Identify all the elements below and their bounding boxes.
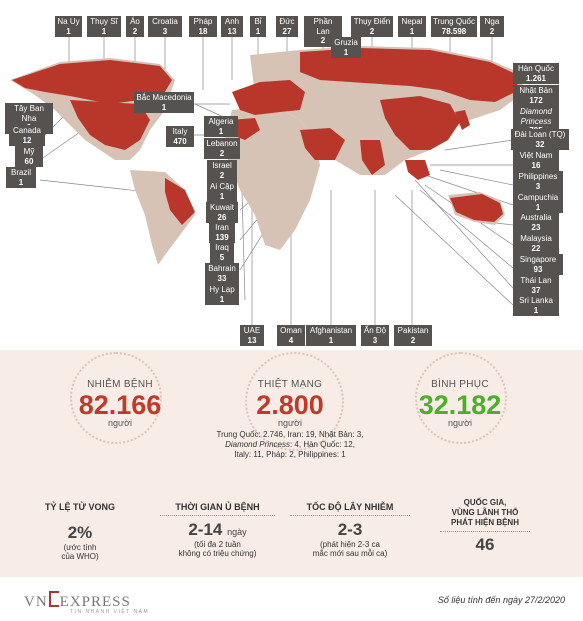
- world-map: [10, 35, 525, 325]
- stat-recovered-unit: người: [448, 418, 472, 428]
- label-nepal: Nepal 1: [398, 16, 426, 37]
- label-iran: Iran 139: [209, 222, 235, 243]
- affected-areas: [12, 48, 520, 225]
- death-rate-title: TỶ LỆ TỬ VONG: [45, 502, 115, 512]
- label-han-quoc: Hàn Quốc 1.261: [513, 63, 559, 84]
- deaths-detail-3: Italy: 11, Pháp: 2, Philippines: 1: [234, 450, 346, 459]
- stat-recovered-value: 32.182: [418, 390, 502, 420]
- countries-title: QUỐC GIA, VÙNG LÃNH THỔ PHÁT HIỆN BỆNH: [450, 498, 519, 527]
- stat-infected-unit: người: [108, 418, 132, 428]
- label-nhat-ban: Nhật Bản 172: [513, 85, 559, 106]
- incubation-value: 2-14 ngày: [188, 520, 247, 539]
- death-rate-value: 2%: [67, 523, 93, 542]
- incubation-title: THỜI GIAN Ủ BỆNH: [160, 502, 275, 516]
- label-ao: Áo 2: [126, 16, 144, 37]
- spread-title: TỐC ĐỘ LÂY NHIỄM: [290, 502, 410, 516]
- stats-section: NHIỄM BỆNH 82.166 người THIỆT MẠNG 2.800…: [0, 350, 583, 577]
- label-kuwait: Kuwait 26: [206, 202, 238, 223]
- label-an-do: Ấn Độ 3: [361, 325, 389, 346]
- label-phap: Pháp 18: [189, 16, 217, 37]
- spread-sub: (phát hiện 2-3 ca mắc mới sau mỗi ca): [312, 540, 388, 558]
- label-sri-lanka: Sri Lanka 1: [513, 295, 559, 316]
- vnexpress-logo: VN EXPRESS TIN NHANH VIỆT NAM: [24, 591, 149, 615]
- label-thuy-dien: Thụy Điển 2: [351, 16, 393, 37]
- label-bac-macedonia: Bắc Macedonia 1: [134, 92, 194, 113]
- label-croatia: Croatia 3: [148, 16, 182, 37]
- label-nga: Nga 2: [480, 16, 504, 37]
- stat-recovered: BÌNH PHỤC 32.182 người: [385, 379, 535, 428]
- label-iraq: Iraq 5: [210, 242, 234, 263]
- label-israel: Israel 2: [207, 160, 237, 181]
- label-gruzia: Gruzia 1: [331, 37, 361, 58]
- death-rate-sub: (ước tính của WHO): [61, 543, 99, 561]
- virus-decoration: [415, 352, 507, 444]
- stat-recovered-title: BÌNH PHỤC: [431, 379, 489, 390]
- label-trung-quoc: Trung Quốc 78.598: [431, 16, 477, 37]
- footer: VN EXPRESS TIN NHANH VIỆT NAM Số liệu tín…: [0, 577, 583, 621]
- label-singapore: Singapore 93: [513, 254, 563, 275]
- spread-value: 2-3: [337, 520, 363, 539]
- label-my: Mỹ 60: [15, 146, 43, 167]
- label-oman: Oman 4: [277, 325, 305, 346]
- virus-decoration: [70, 352, 162, 444]
- label-hy-lap: Hy Lạp 1: [205, 284, 239, 305]
- footer-note: Số liệu tính đến ngày 27/2/2020: [437, 595, 565, 605]
- stat-infected-title: NHIỄM BỆNH: [87, 379, 153, 390]
- label-canada: Canada 12: [9, 125, 45, 146]
- label-duc: Đức 27: [276, 16, 298, 37]
- label-algeria: Algeria 1: [204, 116, 238, 137]
- stat-death-rate: TỶ LỆ TỬ VONG 2% (ước tính của WHO): [30, 502, 130, 561]
- label-australia: Australia 23: [513, 212, 559, 233]
- label-malaysia: Malaysia 22: [513, 233, 559, 254]
- label-pakistan: Pakistan 2: [394, 325, 432, 346]
- label-afghanistan: Afghanistan 1: [306, 325, 356, 346]
- label-na-uy: Na Uy 1: [55, 16, 82, 37]
- label-bahrain: Bahrain 33: [205, 263, 239, 284]
- label-uae: UAE 13: [240, 325, 264, 346]
- stat-countries: QUỐC GIA, VÙNG LÃNH THỔ PHÁT HIỆN BỆNH 46: [430, 498, 540, 555]
- stat-spread: TỐC ĐỘ LÂY NHIỄM 2-3 (phát hiện 2-3 ca mắ…: [290, 502, 410, 558]
- label-bi: Bỉ 1: [250, 16, 266, 37]
- virus-decoration: [245, 352, 344, 451]
- label-anh: Anh 13: [221, 16, 243, 37]
- label-thuy-si: Thụy Sĩ 1: [87, 16, 121, 37]
- label-phan-lan: Phần Lan 2: [304, 16, 342, 47]
- deaths-detail-2: Diamond Princess: 4, Hàn Quốc: 12,: [225, 440, 355, 449]
- stat-deaths: THIỆT MẠNG 2.800 người Trung Quốc: 2.746…: [200, 379, 380, 460]
- label-dai-loan: Đài Loan (TQ) 32: [511, 129, 569, 150]
- stat-deaths-unit: người: [278, 418, 302, 428]
- stat-deaths-title: THIỆT MẠNG: [257, 379, 323, 390]
- stat-deaths-detail: Trung Quốc: 2.746, Iran: 19, Nhật Bản: 3…: [200, 430, 380, 460]
- label-brazil: Brazil 1: [6, 167, 36, 188]
- stat-infected: NHIỄM BỆNH 82.166 người: [45, 379, 195, 428]
- countries-value: 46: [475, 535, 495, 554]
- stat-infected-value: 82.166: [78, 390, 162, 420]
- label-viet-nam: Việt Nam 16: [513, 150, 559, 171]
- label-italy: Italy 470: [166, 126, 194, 147]
- label-thai-lan: Thái Lan 37: [513, 275, 559, 296]
- deaths-detail-1: Trung Quốc: 2.746, Iran: 19, Nhật Bản: 3…: [216, 430, 364, 439]
- world-map-section: Na Uy 1 Thụy Sĩ 1 Áo 2 Croatia 3 Pháp 18 Anh 1…: [5, 16, 569, 346]
- stat-deaths-value: 2.800: [256, 390, 324, 420]
- label-campuchia: Campuchia 1: [513, 192, 563, 213]
- stat-incubation: THỜI GIAN Ủ BỆNH 2-14 ngày (tối đa 2 tuầ…: [160, 502, 275, 558]
- incubation-sub: (tối đa 2 tuần không có triệu chứng): [178, 540, 257, 558]
- label-ai-cap: Ai Cập 1: [207, 181, 237, 202]
- label-lebanon: Lebanon 2: [204, 138, 240, 159]
- label-philippines: Philippines 3: [513, 171, 563, 192]
